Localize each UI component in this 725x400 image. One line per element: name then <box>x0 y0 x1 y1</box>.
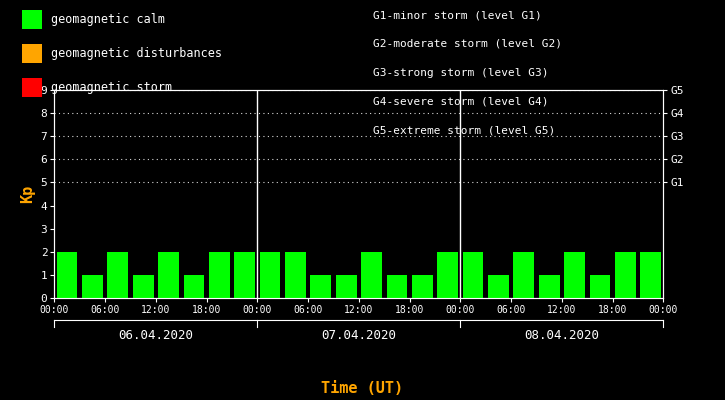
Bar <box>158 252 179 298</box>
Bar <box>513 252 534 298</box>
Bar <box>463 252 484 298</box>
Bar <box>564 252 585 298</box>
Text: 06.04.2020: 06.04.2020 <box>118 329 194 342</box>
Bar <box>183 275 204 298</box>
Bar <box>285 252 306 298</box>
Bar <box>589 275 610 298</box>
Bar <box>437 252 458 298</box>
Text: 08.04.2020: 08.04.2020 <box>524 329 600 342</box>
Bar <box>539 275 560 298</box>
Bar <box>209 252 230 298</box>
Bar <box>412 275 433 298</box>
Bar <box>361 252 382 298</box>
Bar <box>310 275 331 298</box>
Text: G3-strong storm (level G3): G3-strong storm (level G3) <box>373 68 549 78</box>
Text: geomagnetic calm: geomagnetic calm <box>51 13 165 26</box>
Text: G2-moderate storm (level G2): G2-moderate storm (level G2) <box>373 39 563 49</box>
Bar <box>488 275 509 298</box>
Bar <box>57 252 78 298</box>
Bar <box>386 275 407 298</box>
Text: G1-minor storm (level G1): G1-minor storm (level G1) <box>373 10 542 20</box>
Bar <box>82 275 103 298</box>
Text: geomagnetic disturbances: geomagnetic disturbances <box>51 47 222 60</box>
Text: Time (UT): Time (UT) <box>321 381 404 396</box>
Bar <box>234 252 255 298</box>
Bar <box>260 252 281 298</box>
Text: G4-severe storm (level G4): G4-severe storm (level G4) <box>373 96 549 106</box>
Text: geomagnetic storm: geomagnetic storm <box>51 81 172 94</box>
Bar <box>107 252 128 298</box>
Y-axis label: Kp: Kp <box>20 185 35 203</box>
Bar <box>336 275 357 298</box>
Text: G5-extreme storm (level G5): G5-extreme storm (level G5) <box>373 125 555 135</box>
Bar <box>640 252 661 298</box>
Bar <box>133 275 154 298</box>
Text: 07.04.2020: 07.04.2020 <box>321 329 397 342</box>
Bar <box>615 252 636 298</box>
